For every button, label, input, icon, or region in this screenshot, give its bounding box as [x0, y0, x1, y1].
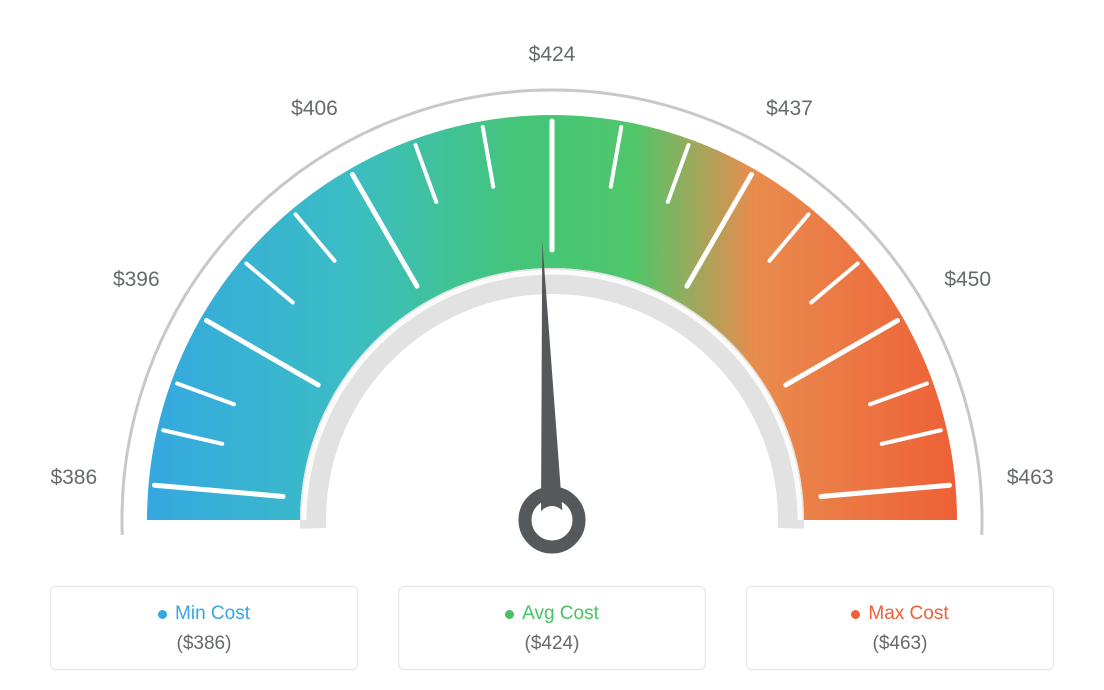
legend-card-max: Max Cost ($463) — [746, 586, 1054, 670]
legend-title-row: Min Cost — [61, 603, 347, 625]
legend-value-min: ($386) — [61, 633, 347, 655]
legend-value-avg: ($424) — [409, 633, 695, 655]
legend-title-avg: Avg Cost — [522, 603, 599, 625]
legend-title-max: Max Cost — [868, 603, 948, 625]
legend-dot-avg — [505, 610, 514, 619]
gauge-svg — [0, 0, 1104, 560]
gauge-tick-label: $386 — [50, 466, 97, 490]
legend-title-min: Min Cost — [175, 603, 250, 625]
cost-gauge-container: $386 $396 $406 $424 $437 $450 $463 Min Cost ($… — [0, 0, 1104, 690]
legend-card-avg: Avg Cost ($424) — [398, 586, 706, 670]
legend-value-max: ($463) — [757, 633, 1043, 655]
legend-title-row: Max Cost — [757, 603, 1043, 625]
legend-dot-min — [158, 610, 167, 619]
legend-row: Min Cost ($386) Avg Cost ($424) Max Cost… — [0, 586, 1104, 670]
gauge-tick-label: $450 — [944, 268, 991, 292]
gauge-tick-label: $437 — [766, 97, 813, 121]
gauge-tick-label: $396 — [113, 268, 160, 292]
gauge-chart: $386 $396 $406 $424 $437 $450 $463 — [0, 0, 1104, 560]
legend-dot-max — [851, 610, 860, 619]
legend-card-min: Min Cost ($386) — [50, 586, 358, 670]
gauge-tick-label: $424 — [529, 43, 576, 67]
gauge-tick-label: $463 — [1007, 466, 1054, 490]
legend-title-row: Avg Cost — [409, 603, 695, 625]
gauge-tick-label: $406 — [291, 97, 338, 121]
